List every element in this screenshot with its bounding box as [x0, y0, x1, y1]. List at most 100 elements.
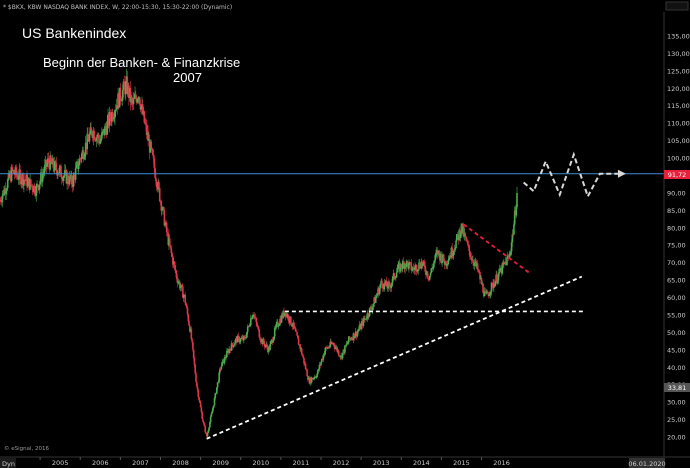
candle-body — [301, 354, 304, 356]
candle-body — [305, 368, 308, 370]
candle-body — [135, 94, 137, 99]
dyn-label: Dyn — [2, 460, 15, 468]
candle-body — [381, 280, 383, 285]
y-tick-label: 105,00 — [667, 137, 690, 145]
candle-body — [41, 174, 44, 183]
candle-body — [272, 340, 274, 343]
candle-body — [259, 337, 261, 341]
y-tick-label: 60,00 — [667, 294, 686, 302]
chart-header: * $BKX, KBW NASDAQ BANK INDEX, W, 22:00-… — [3, 4, 232, 11]
candle-body — [13, 170, 15, 174]
candle-body — [195, 381, 198, 387]
candle-body — [112, 117, 115, 120]
candle-body — [264, 345, 267, 347]
candle-body — [385, 280, 388, 287]
candle-body — [63, 175, 65, 177]
candle-body — [388, 283, 391, 287]
candle-body — [390, 284, 393, 289]
candle-body — [210, 413, 213, 417]
candle-body — [255, 317, 257, 323]
candle-body — [30, 184, 33, 186]
y-tick-label: 45,00 — [667, 346, 686, 354]
corner-button[interactable] — [665, 1, 689, 11]
candle-body — [348, 336, 351, 339]
candle-body — [375, 295, 378, 298]
candle-body — [90, 127, 92, 130]
candle-body — [277, 325, 280, 327]
x-tick-label: 2008 — [172, 459, 189, 467]
candle-body — [212, 407, 214, 412]
candle-body — [469, 256, 472, 258]
candle-body — [266, 344, 268, 348]
candle-body — [333, 343, 335, 347]
candle-body — [447, 259, 450, 264]
candle-body — [293, 322, 295, 328]
candle-body — [179, 287, 182, 289]
candle-body — [501, 263, 504, 274]
candle-body — [314, 376, 317, 378]
x-tick-label: 2007 — [132, 459, 149, 467]
x-tick-label: 2012 — [333, 459, 350, 467]
candle-body — [297, 335, 299, 339]
candle-body — [88, 134, 91, 142]
candle-body — [378, 287, 381, 295]
candle-body — [245, 337, 247, 339]
candle-body — [426, 271, 429, 278]
candle-body — [503, 262, 505, 265]
candle-body — [270, 341, 272, 345]
candle-body — [273, 336, 275, 341]
candle-body — [172, 256, 174, 265]
candle-body — [306, 369, 308, 377]
y-tick-label: 90,00 — [667, 189, 686, 197]
candle-body — [138, 97, 141, 105]
candle-body — [185, 303, 187, 306]
candle-body — [427, 277, 430, 279]
candle-body — [354, 336, 356, 339]
candle-body — [154, 168, 156, 178]
candle-body — [249, 325, 251, 327]
x-tick-label: 2013 — [373, 459, 390, 467]
candle-body — [173, 261, 176, 266]
candle-body — [274, 327, 277, 329]
candle-body — [318, 364, 321, 370]
candle-body — [423, 261, 426, 266]
candle-body — [256, 322, 258, 327]
candle-body — [275, 323, 278, 328]
candle-body — [488, 294, 491, 296]
candle-body — [87, 133, 89, 140]
candle-body — [336, 347, 339, 352]
candle-body — [367, 313, 369, 317]
candle-body — [68, 175, 71, 185]
candle-body — [345, 343, 348, 346]
candle-body — [473, 262, 476, 266]
candle-body — [454, 248, 457, 250]
candle-body — [220, 366, 223, 369]
candle-body — [106, 121, 109, 135]
candle-body — [469, 251, 471, 257]
candle-body — [97, 134, 100, 140]
candle-body — [513, 224, 515, 235]
candle-body — [30, 179, 32, 185]
y-tick-label: 55,00 — [667, 311, 686, 319]
candle-body — [35, 185, 38, 196]
candle-body — [203, 423, 206, 427]
candle-body — [187, 314, 190, 322]
dyn-button[interactable] — [0, 458, 16, 468]
candle-body — [395, 272, 398, 278]
candle-body — [164, 223, 166, 226]
candle-body — [299, 344, 301, 350]
candle-body — [168, 238, 171, 246]
candle-body — [49, 155, 51, 170]
candle-body — [50, 155, 52, 162]
y-tick-label: 130,00 — [667, 50, 690, 58]
candle-body — [414, 266, 416, 271]
candle-body — [467, 243, 470, 246]
candle-body — [238, 336, 241, 343]
candle-body — [405, 260, 408, 267]
x-tick-label: 2014 — [413, 459, 430, 467]
candle-body — [417, 269, 420, 271]
candle-body — [221, 361, 224, 367]
candle-body — [287, 315, 290, 322]
candle-body — [344, 345, 347, 347]
